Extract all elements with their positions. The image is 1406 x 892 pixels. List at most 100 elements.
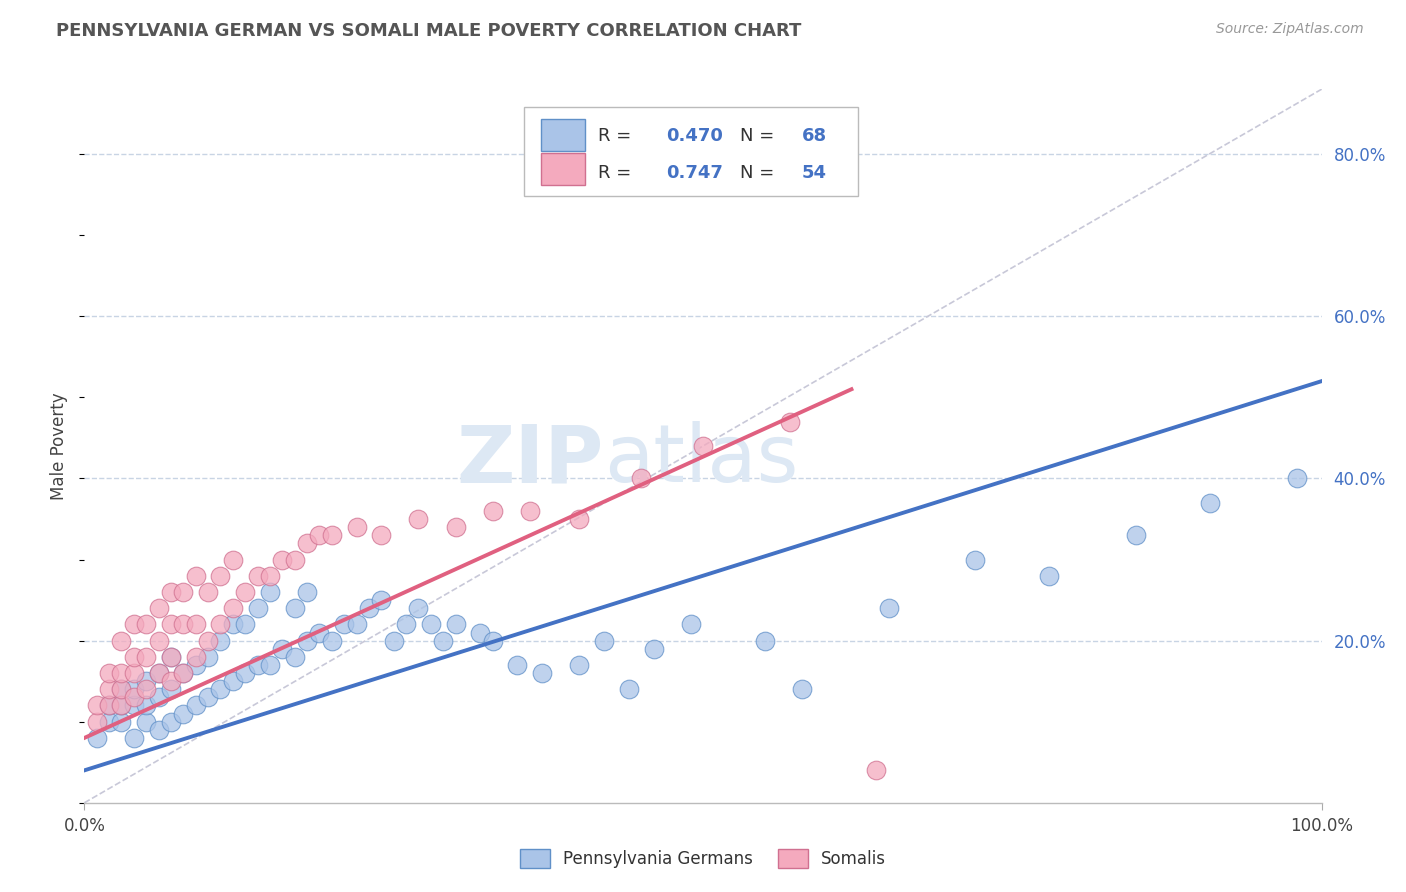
Point xyxy=(370,528,392,542)
Text: 0.747: 0.747 xyxy=(666,164,723,182)
Point xyxy=(346,520,368,534)
Point xyxy=(184,617,207,632)
Point xyxy=(98,698,121,713)
Point xyxy=(470,625,492,640)
Point xyxy=(444,617,467,632)
Point xyxy=(110,666,132,681)
Text: ZIP: ZIP xyxy=(457,421,605,500)
Point xyxy=(110,698,132,713)
Point xyxy=(86,714,108,729)
Point xyxy=(568,657,591,672)
Point xyxy=(135,682,157,697)
Point xyxy=(1125,528,1147,542)
Point xyxy=(284,552,307,566)
Point xyxy=(160,714,183,729)
Point xyxy=(148,633,170,648)
Point xyxy=(197,633,219,648)
Point xyxy=(444,520,467,534)
Point xyxy=(259,657,281,672)
Point xyxy=(160,674,183,689)
Point xyxy=(184,568,207,582)
Text: Source: ZipAtlas.com: Source: ZipAtlas.com xyxy=(1216,22,1364,37)
Point xyxy=(408,512,430,526)
FancyBboxPatch shape xyxy=(541,120,585,151)
Point xyxy=(877,601,900,615)
Point xyxy=(184,657,207,672)
Point xyxy=(233,666,256,681)
Point xyxy=(197,690,219,705)
Text: atlas: atlas xyxy=(605,421,799,500)
Point xyxy=(122,690,145,705)
Point xyxy=(172,585,194,599)
Point xyxy=(295,633,318,648)
Point xyxy=(209,617,232,632)
Point xyxy=(779,415,801,429)
Point xyxy=(148,666,170,681)
Text: N =: N = xyxy=(740,164,780,182)
Point xyxy=(481,633,503,648)
Point xyxy=(135,714,157,729)
Point xyxy=(110,698,132,713)
Text: R =: R = xyxy=(598,127,637,145)
Point xyxy=(519,504,541,518)
Point xyxy=(122,731,145,745)
Point xyxy=(135,698,157,713)
Point xyxy=(148,601,170,615)
Point xyxy=(1199,496,1222,510)
Point xyxy=(259,568,281,582)
Point xyxy=(110,682,132,697)
Point xyxy=(432,633,454,648)
Point xyxy=(593,633,616,648)
Point xyxy=(643,641,665,656)
Point xyxy=(692,439,714,453)
Point xyxy=(754,633,776,648)
FancyBboxPatch shape xyxy=(523,107,858,196)
Point xyxy=(506,657,529,672)
Point xyxy=(321,633,343,648)
Point xyxy=(172,617,194,632)
Point xyxy=(271,552,294,566)
Point xyxy=(110,714,132,729)
Point xyxy=(222,552,245,566)
Point xyxy=(222,617,245,632)
Point xyxy=(110,682,132,697)
Point xyxy=(630,471,652,485)
Point xyxy=(295,536,318,550)
Point xyxy=(86,731,108,745)
Point xyxy=(148,690,170,705)
Point xyxy=(321,528,343,542)
Point xyxy=(233,617,256,632)
Point xyxy=(172,706,194,721)
Point xyxy=(222,674,245,689)
Point xyxy=(135,617,157,632)
Text: 54: 54 xyxy=(801,164,827,182)
Point xyxy=(531,666,554,681)
Point xyxy=(408,601,430,615)
Point xyxy=(965,552,987,566)
Point xyxy=(160,585,183,599)
Point xyxy=(209,568,232,582)
Y-axis label: Male Poverty: Male Poverty xyxy=(51,392,69,500)
Text: R =: R = xyxy=(598,164,637,182)
Point xyxy=(197,649,219,664)
Point xyxy=(382,633,405,648)
Point xyxy=(333,617,356,632)
Point xyxy=(135,674,157,689)
FancyBboxPatch shape xyxy=(541,153,585,185)
Point xyxy=(209,682,232,697)
Point xyxy=(135,649,157,664)
Point xyxy=(122,682,145,697)
Point xyxy=(122,649,145,664)
Point xyxy=(160,649,183,664)
Legend: Pennsylvania Germans, Somalis: Pennsylvania Germans, Somalis xyxy=(512,840,894,877)
Point xyxy=(284,601,307,615)
Text: 68: 68 xyxy=(801,127,827,145)
Point xyxy=(98,666,121,681)
Point xyxy=(790,682,813,697)
Point xyxy=(1285,471,1308,485)
Point xyxy=(122,617,145,632)
Point xyxy=(98,698,121,713)
Point xyxy=(259,585,281,599)
Point xyxy=(568,512,591,526)
Point xyxy=(679,617,702,632)
